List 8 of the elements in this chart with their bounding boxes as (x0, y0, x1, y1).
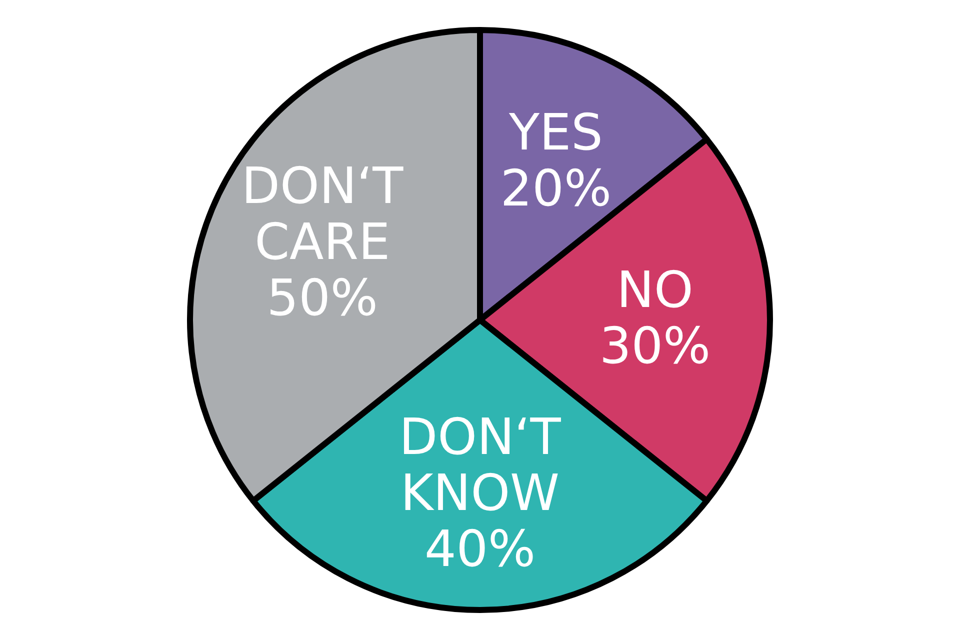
data-label: 20% (500, 159, 612, 218)
data-label: 40% (424, 520, 536, 578)
slice-label: NO (616, 261, 694, 319)
slice-label: YES (508, 103, 603, 162)
slice-label: DON‘T CARE (241, 157, 404, 272)
slice-label: DON‘T KNOW (399, 408, 562, 522)
data-label: 30% (599, 317, 711, 375)
data-label: 50% (266, 269, 378, 328)
